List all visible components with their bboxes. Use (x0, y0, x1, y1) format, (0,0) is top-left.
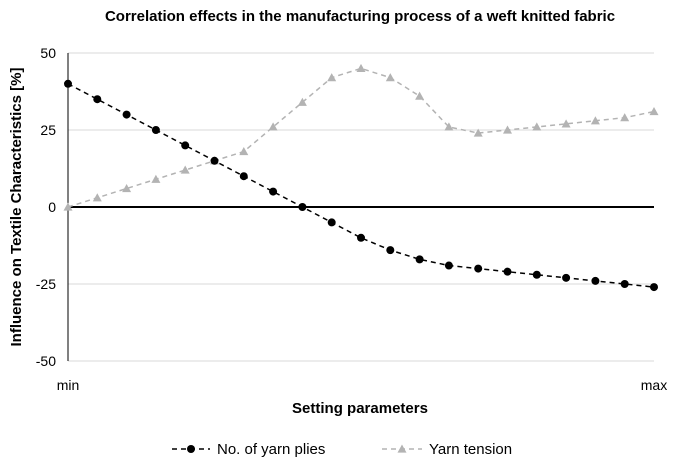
legend-label: Yarn tension (429, 441, 512, 458)
data-point (444, 122, 454, 131)
legend-label: No. of yarn plies (217, 441, 325, 458)
data-point (298, 203, 307, 211)
data-point (151, 174, 161, 183)
y-tick-label: -50 (36, 353, 56, 369)
data-point (474, 264, 483, 273)
data-point (503, 267, 512, 276)
data-point (503, 125, 512, 134)
series-group (63, 63, 659, 292)
data-point (180, 165, 190, 174)
data-point (63, 202, 73, 211)
data-point (590, 116, 600, 125)
series-line (67, 67, 655, 208)
data-point (562, 273, 571, 282)
data-point (386, 246, 395, 255)
data-point (239, 147, 249, 156)
data-point (122, 184, 132, 193)
y-axis-label: Influence on Textile Characteristics [%] (8, 68, 25, 347)
data-point (473, 128, 483, 137)
data-point (356, 63, 366, 72)
data-point (357, 233, 365, 242)
data-point (122, 110, 131, 119)
data-point (181, 141, 190, 150)
axes: -50 -25 0 25 50 min max (36, 45, 667, 393)
data-point (650, 283, 658, 292)
data-point (297, 97, 307, 106)
y-tick-label: -25 (36, 276, 56, 292)
data-point (385, 73, 395, 82)
legend-marker (187, 445, 195, 453)
chart-title: Correlation effects in the manufacturing… (105, 8, 615, 25)
y-tick-label: 0 (48, 199, 56, 215)
data-point (620, 280, 629, 288)
x-tick-label: min (57, 377, 80, 393)
data-point (532, 122, 542, 131)
data-point (64, 79, 72, 88)
data-point (93, 95, 102, 104)
data-point (649, 107, 659, 116)
series-line (67, 83, 655, 288)
data-point (327, 218, 336, 227)
x-axis-label: Setting parameters (292, 400, 428, 417)
legend-marker (397, 444, 407, 453)
data-point (269, 187, 278, 196)
data-point (561, 119, 571, 128)
data-point (268, 122, 278, 131)
data-point (415, 255, 424, 264)
data-point (327, 73, 337, 82)
data-point (620, 113, 630, 122)
data-point (210, 156, 219, 165)
y-tick-label: 25 (40, 122, 56, 138)
data-point (415, 91, 425, 100)
data-point (92, 193, 102, 202)
data-point (591, 276, 600, 285)
y-tick-label: 50 (40, 45, 56, 61)
data-point (239, 172, 248, 181)
legend: No. of yarn plies Yarn tension (172, 441, 512, 458)
data-point (532, 270, 541, 279)
data-point (444, 261, 453, 270)
gridlines (68, 52, 654, 362)
data-point (151, 126, 160, 134)
x-tick-label: max (641, 377, 667, 393)
